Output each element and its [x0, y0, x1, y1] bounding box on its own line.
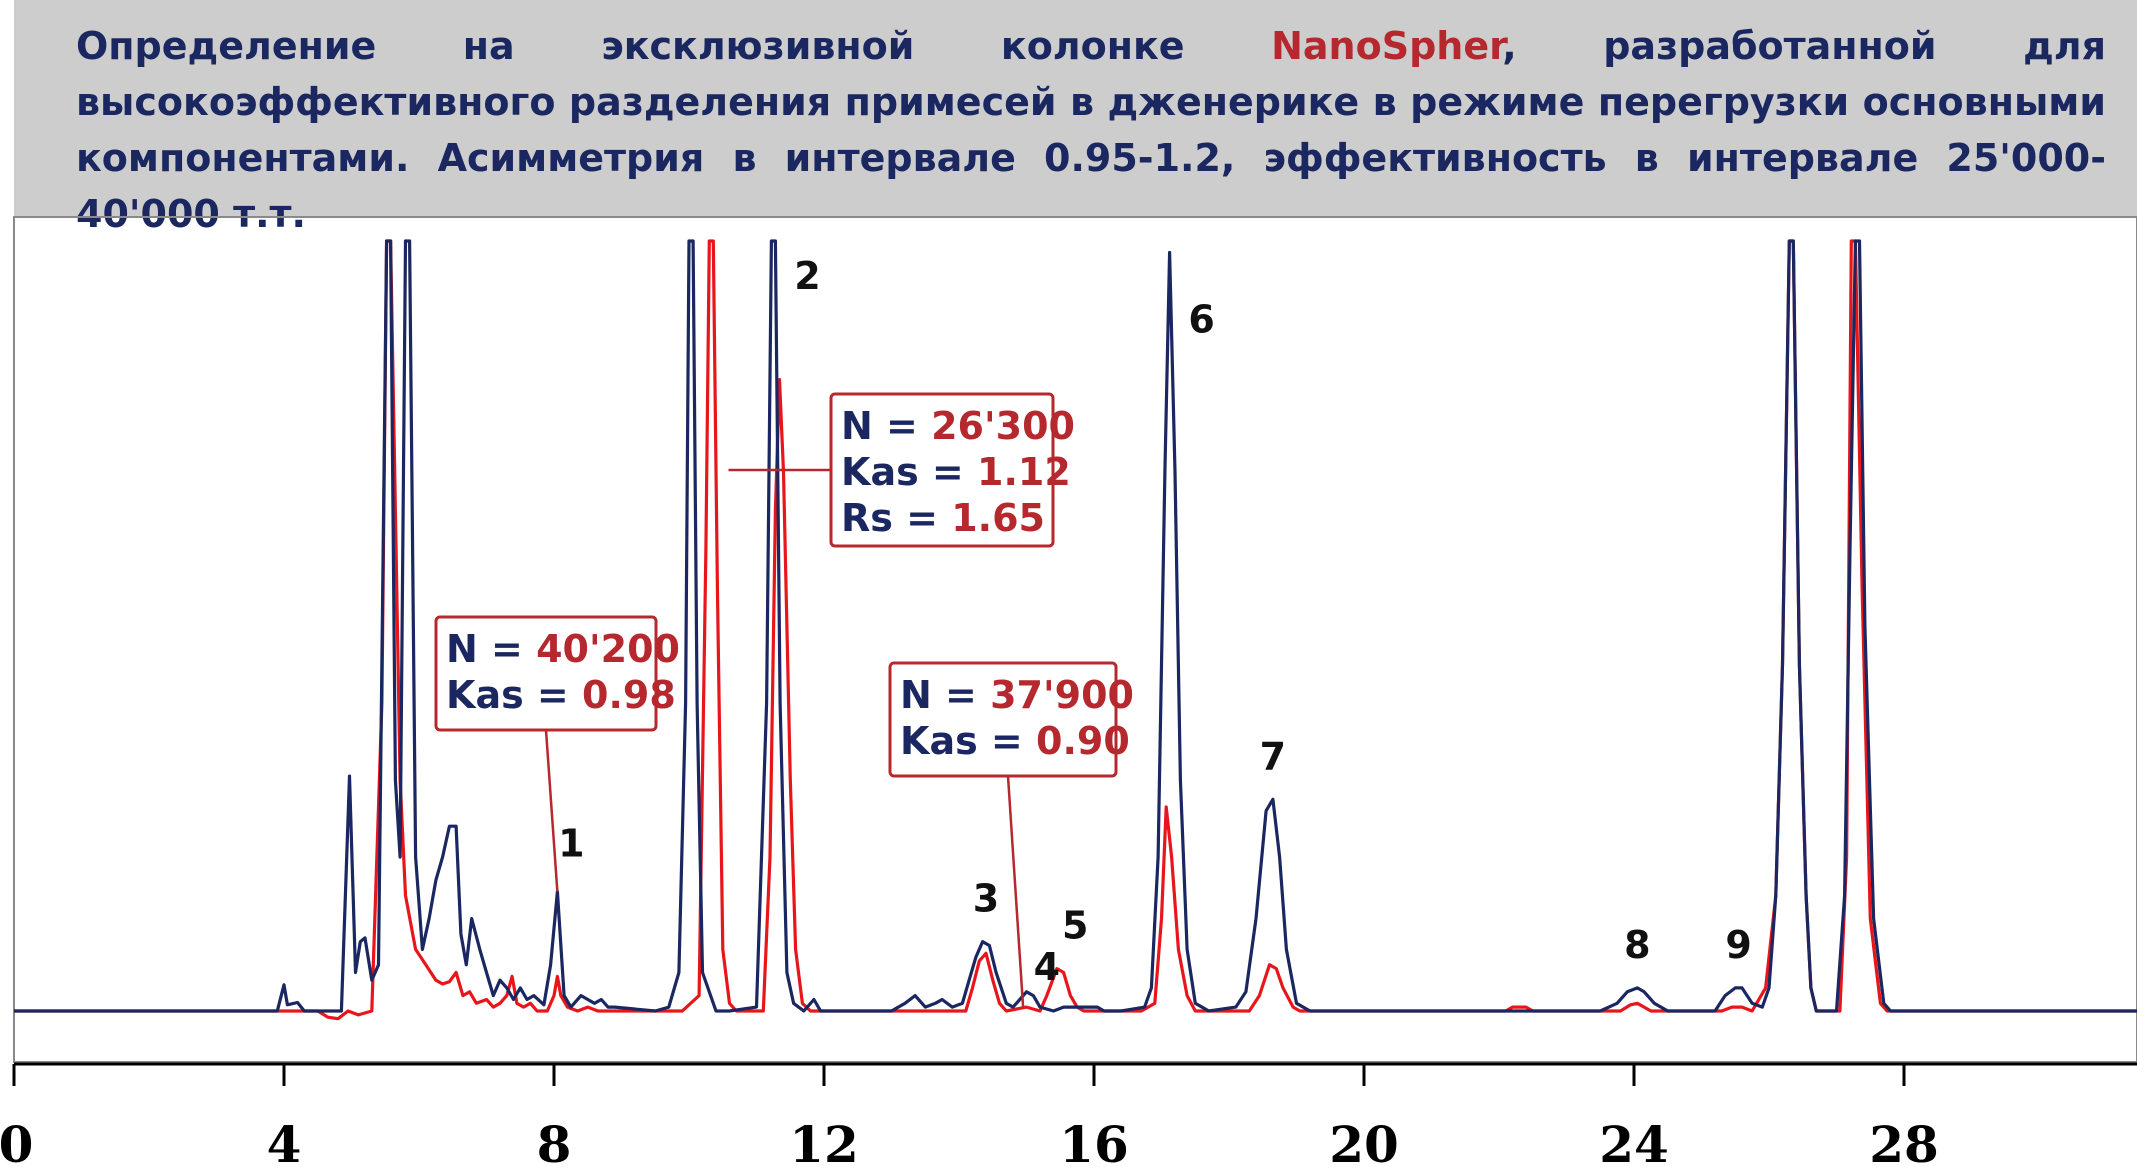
x-tick-label-8: 8 — [537, 1115, 572, 1167]
annotation-frame — [434, 615, 658, 732]
x-tick-label-16: 16 — [1059, 1115, 1129, 1167]
peak-label-8: 8 — [1624, 923, 1650, 967]
annotation-leader-line — [544, 729, 559, 892]
series-line-1 — [14, 239, 2137, 1021]
annotation-line: Kas = 0.98 — [446, 673, 676, 717]
x-axis: 0 4 8 12 16 20 24 28 — [0, 1062, 2137, 1167]
plot-area-frame — [13, 216, 2137, 1063]
annotation-line: Rs = 1.65 — [841, 496, 1045, 540]
annotation-line: Kas = 1.12 — [841, 450, 1071, 494]
x-tick-label-0: 0 — [0, 1115, 33, 1167]
series-layer — [14, 239, 2137, 1021]
peak-label-3: 3 — [973, 877, 999, 921]
annotation-line: N = 40'200 — [446, 627, 680, 671]
x-tick-label-4: 4 — [267, 1115, 302, 1167]
chart-title: Определение на эксклюзивной колонке Nano… — [76, 18, 2106, 242]
x-tick-label-24: 24 — [1599, 1115, 1669, 1167]
peak-label-2: 2 — [794, 254, 820, 298]
peak-label-6: 6 — [1188, 298, 1214, 342]
peak-label-1: 1 — [558, 822, 584, 866]
annotation-line: N = 37'900 — [900, 673, 1134, 717]
annotation-frame — [888, 661, 1118, 778]
chart-title-banner: Определение на эксклюзивной колонке Nano… — [14, 0, 2137, 236]
title-brand-name: NanoSpher — [1271, 24, 1503, 68]
annotation-leader-line — [1006, 775, 1025, 1008]
x-tick-label-20: 20 — [1329, 1115, 1399, 1167]
x-tick-label-28: 28 — [1869, 1115, 1939, 1167]
peak-label-5: 5 — [1062, 904, 1088, 948]
annotation-frame — [829, 392, 1055, 548]
title-text-part2: , разработанной для высокоэффективного р… — [76, 24, 2106, 236]
peak-label-4: 4 — [1034, 945, 1060, 989]
annotation-line: N = 26'300 — [841, 404, 1075, 448]
title-text-part1: Определение на эксклюзивной колонке — [76, 24, 1272, 68]
series-line-0 — [14, 239, 2137, 1013]
annotation-line: Kas = 0.90 — [900, 719, 1130, 763]
peak-labels: 1 2 345 6 7 8 9 — [558, 254, 1752, 989]
peak-label-7: 7 — [1260, 734, 1286, 778]
peak-label-9: 9 — [1725, 923, 1751, 967]
x-tick-label-12: 12 — [789, 1115, 859, 1167]
